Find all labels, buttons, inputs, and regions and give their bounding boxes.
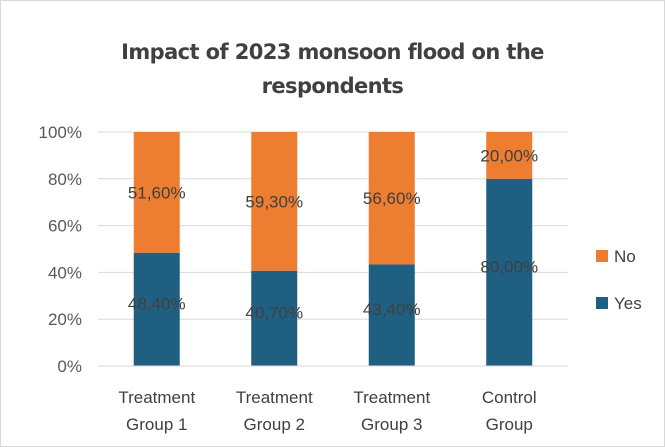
- x-category-label: Treatment: [353, 388, 430, 407]
- x-axis: Treatment Group 1 Treatment Group 2 Treatmen…: [98, 365, 568, 434]
- data-label-no-3: 56,60%: [363, 189, 421, 208]
- x-category-label: Control: [482, 388, 537, 407]
- bar-no-4: [486, 132, 533, 179]
- data-label-yes-2: 40,70%: [245, 303, 303, 322]
- x-category-label: Group 3: [361, 415, 422, 434]
- bar-yes-3: [368, 264, 415, 366]
- bar-no-1: [133, 132, 180, 253]
- data-label-no-4: 20,00%: [480, 146, 538, 165]
- data-label-no-1: 51,60%: [128, 183, 186, 202]
- bar-yes-1: [133, 252, 180, 366]
- y-tick-label: 0%: [57, 357, 82, 376]
- chart-title-line-1: Impact of 2023 monsoon flood on the: [121, 40, 544, 64]
- bar-yes-2: [251, 270, 298, 366]
- bars: [133, 132, 533, 366]
- y-tick-label: 60%: [48, 217, 82, 236]
- bar-no-3: [368, 132, 415, 265]
- data-label-yes-3: 43,40%: [363, 300, 421, 319]
- legend-swatch-yes: [596, 297, 608, 309]
- x-category-label: Treatment: [118, 388, 195, 407]
- bar-yes-4: [486, 178, 533, 366]
- x-category-label: Group 2: [244, 415, 305, 434]
- x-category-label: Group: [486, 415, 533, 434]
- x-category-label: Group 1: [126, 415, 187, 434]
- data-label-no-2: 59,30%: [245, 192, 303, 211]
- y-axis: 0% 20% 40% 60% 80% 100%: [39, 123, 82, 376]
- data-labels: 48,40% 51,60% 40,70% 59,30% 43,40% 56,60% 80,0…: [128, 146, 538, 322]
- y-tick-label: 20%: [48, 310, 82, 329]
- bar-no-2: [251, 132, 298, 271]
- y-tick-label: 100%: [39, 123, 82, 142]
- legend: No Yes: [596, 247, 642, 313]
- data-label-yes-1: 48,40%: [128, 294, 186, 313]
- data-label-yes-4: 80,00%: [480, 257, 538, 276]
- legend-label-no: No: [614, 247, 636, 266]
- chart-title-line-2: respondents: [261, 74, 404, 98]
- legend-swatch-no: [596, 250, 608, 262]
- legend-label-yes: Yes: [614, 294, 642, 313]
- x-category-label: Treatment: [236, 388, 313, 407]
- chart-title: Impact of 2023 monsoon flood on the resp…: [1, 35, 664, 103]
- y-tick-label: 40%: [48, 263, 82, 282]
- y-tick-label: 80%: [48, 170, 82, 189]
